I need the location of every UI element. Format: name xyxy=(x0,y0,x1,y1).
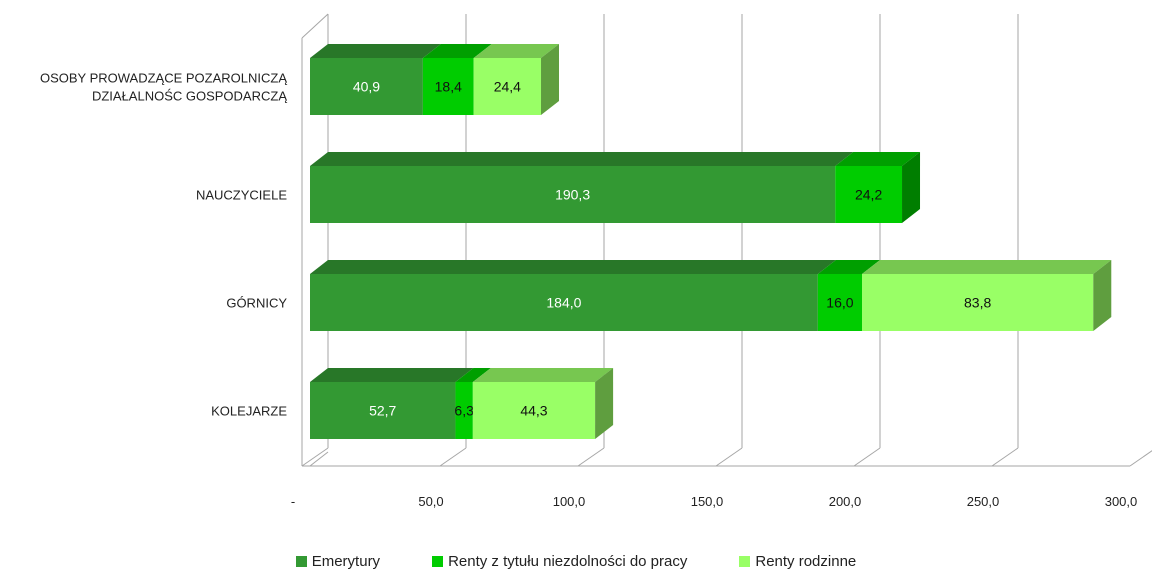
x-tick-label: - xyxy=(291,494,295,509)
bar-top xyxy=(817,260,880,274)
legend-item: Renty rodzinne xyxy=(739,551,856,571)
bar-front xyxy=(422,58,474,115)
category-label: NAUCZYCIELE xyxy=(196,188,287,203)
legend-item: Renty z tytułu niezdolności do pracy xyxy=(432,551,687,571)
data-label: 18,4 xyxy=(435,79,462,95)
bar-segment xyxy=(422,44,492,115)
category-label: KOLEJARZE xyxy=(211,404,287,419)
legend-swatch xyxy=(295,555,307,567)
data-label: 44,3 xyxy=(520,403,547,419)
bar-front xyxy=(310,58,423,115)
data-label: 190,3 xyxy=(555,187,590,203)
bar-front xyxy=(817,274,862,331)
bar-top xyxy=(310,260,836,274)
data-label: 24,2 xyxy=(855,187,882,203)
bar-segment xyxy=(472,368,614,439)
bar-front xyxy=(473,58,542,115)
x-tick-label: 200,0 xyxy=(829,494,862,509)
bar-front xyxy=(455,382,473,439)
bar-side xyxy=(1093,260,1112,331)
category-label: GÓRNICY xyxy=(226,296,287,311)
data-label: 6,3 xyxy=(454,403,474,419)
bar-side xyxy=(541,44,560,115)
data-label: 40,9 xyxy=(353,79,380,95)
x-tick-label: 300,0 xyxy=(1105,494,1138,509)
gridline-floor-1 xyxy=(439,447,467,467)
bar-top xyxy=(310,152,854,166)
category-labels: OSOBY PROWADZĄCE POZAROLNICZĄ DZIAŁALNOŚC… xyxy=(40,71,287,419)
x-axis-ticks: - 50,0 100,0 150,0 200,0 250,0 300,0 xyxy=(291,494,1137,509)
bar-segment xyxy=(310,44,441,115)
chart: OSOBY PROWADZĄCE POZAROLNICZĄ DZIAŁALNOŚC… xyxy=(40,13,1152,509)
x-tick-label: 100,0 xyxy=(553,494,586,509)
bar-top xyxy=(835,152,921,166)
gridline-floor-0 xyxy=(301,447,329,467)
bar-segment xyxy=(310,368,474,439)
bar-top xyxy=(455,368,491,382)
bar-front xyxy=(862,274,1094,331)
category-label: OSOBY PROWADZĄCE POZAROLNICZĄ DZIAŁALNOŚC… xyxy=(40,71,287,104)
data-label: 83,8 xyxy=(964,295,991,311)
legend-item: Emerytury xyxy=(295,551,381,571)
bar-top xyxy=(862,260,1112,274)
bar-segment xyxy=(835,152,921,223)
bars: 40,9 18,4 24,4 190,3 24,2 184,0 16,0 83,8 52,7 6,… xyxy=(310,44,1112,439)
floor-back-edge xyxy=(309,451,329,467)
bar-segment xyxy=(473,44,560,115)
bar-front xyxy=(472,382,596,439)
bar-top xyxy=(473,44,560,58)
data-label: 52,7 xyxy=(369,403,396,419)
legend-label: Emerytury xyxy=(311,552,381,570)
bar-segment xyxy=(455,368,491,439)
gridline-floor-4 xyxy=(853,447,881,467)
bar-top xyxy=(472,368,614,382)
bar-top xyxy=(422,44,492,58)
data-label: 16,0 xyxy=(826,295,853,311)
data-label: 24,4 xyxy=(494,79,521,95)
gridline-floor-3 xyxy=(715,447,743,467)
bar-side xyxy=(902,152,921,223)
legend-label: Renty z tytułu niezdolności do pracy xyxy=(448,552,688,570)
legend: Emerytury Renty z tytułu niezdolności do … xyxy=(0,551,1152,571)
x-tick-label: 250,0 xyxy=(967,494,1000,509)
x-tick-label: 150,0 xyxy=(691,494,724,509)
bar-segment xyxy=(817,260,880,331)
left-wall-top xyxy=(301,13,329,39)
legend-label: Renty rodzinne xyxy=(755,552,857,570)
gridline-floor-6 xyxy=(1129,450,1152,467)
bar-segment xyxy=(862,260,1112,331)
x-tick-label: 50,0 xyxy=(418,494,443,509)
legend-swatch xyxy=(739,555,751,567)
legend-swatch xyxy=(432,555,444,567)
bar-front xyxy=(835,166,903,223)
grid xyxy=(301,13,1152,467)
bar-front xyxy=(310,382,456,439)
bar-segment xyxy=(310,152,854,223)
gridline-floor-5 xyxy=(991,447,1019,467)
bar-front xyxy=(310,166,836,223)
bar-top xyxy=(310,368,474,382)
data-label: 184,0 xyxy=(546,295,581,311)
bar-side xyxy=(595,368,614,439)
gridline-floor-2 xyxy=(577,447,605,467)
bar-top xyxy=(310,44,441,58)
bar-front xyxy=(310,274,818,331)
bar-segment xyxy=(310,260,836,331)
